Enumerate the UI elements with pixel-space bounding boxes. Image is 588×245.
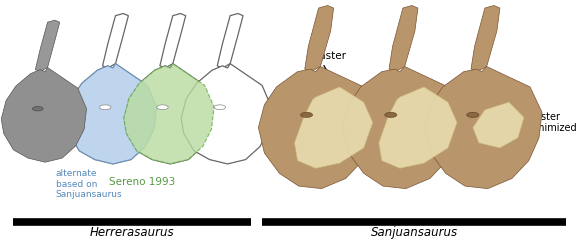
Ellipse shape	[99, 105, 111, 110]
Polygon shape	[425, 67, 542, 189]
Ellipse shape	[300, 112, 313, 117]
Polygon shape	[181, 64, 272, 164]
Text: plaster
minimized: plaster minimized	[526, 112, 577, 133]
Polygon shape	[217, 13, 243, 68]
Polygon shape	[160, 13, 186, 68]
Polygon shape	[389, 5, 418, 72]
Polygon shape	[473, 102, 524, 148]
Ellipse shape	[32, 106, 43, 111]
Polygon shape	[258, 67, 376, 189]
Text: Herrerasaurus: Herrerasaurus	[90, 226, 175, 239]
Text: alternate
based on
Sanjuansaurus: alternate based on Sanjuansaurus	[56, 169, 122, 199]
Polygon shape	[124, 64, 214, 164]
Ellipse shape	[385, 112, 397, 117]
Text: Sanjuansaurus: Sanjuansaurus	[370, 226, 457, 239]
Ellipse shape	[467, 112, 479, 117]
Ellipse shape	[157, 105, 168, 110]
Polygon shape	[1, 68, 86, 162]
Polygon shape	[102, 13, 128, 68]
Polygon shape	[471, 5, 500, 72]
Polygon shape	[343, 67, 460, 189]
Polygon shape	[379, 87, 457, 168]
Ellipse shape	[214, 105, 226, 110]
Polygon shape	[66, 64, 157, 164]
Polygon shape	[124, 64, 214, 164]
Polygon shape	[66, 64, 157, 164]
Polygon shape	[305, 5, 333, 72]
Polygon shape	[295, 87, 373, 168]
Text: Plaster: Plaster	[310, 51, 346, 61]
Polygon shape	[35, 20, 60, 72]
Text: Sereno 1993: Sereno 1993	[109, 177, 175, 187]
